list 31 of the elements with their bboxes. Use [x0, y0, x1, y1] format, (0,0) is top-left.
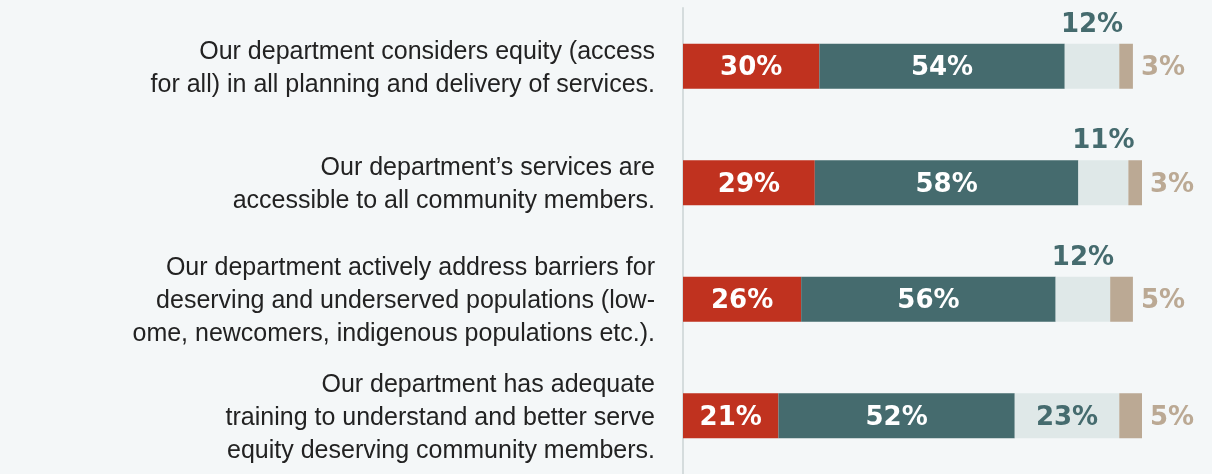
data-label: 52% [865, 400, 928, 431]
bar [801, 276, 1056, 322]
data-label: 58% [915, 167, 978, 198]
y-tick-label: Our department has adequate training to understand and better serve equity deserving community members. [225, 368, 655, 463]
data-label: 12% [1051, 240, 1115, 271]
bar [1110, 276, 1133, 322]
data-label: 5% [1150, 400, 1195, 431]
data-label: 11% [1072, 124, 1135, 155]
bar [819, 43, 1065, 89]
bar [1078, 160, 1129, 206]
bar [1055, 276, 1111, 322]
bar [1064, 43, 1120, 89]
bar [814, 160, 1079, 206]
bar [1119, 43, 1133, 89]
data-label: 5% [1140, 284, 1186, 315]
y-tick-label: Our department considers equity (access for all) in all planning and delivery of services. [150, 35, 655, 97]
bar [1119, 393, 1142, 439]
data-label: 3% [1150, 167, 1195, 198]
data-label: 30% [720, 51, 783, 82]
data-label: 23% [1035, 400, 1099, 431]
y-tick-label: Our department actively address barriers for deserving and underserved populations (low- ome, newcomers, indigenous populations etc.). [132, 252, 655, 347]
data-label: 56% [897, 284, 960, 315]
bar [778, 393, 1015, 439]
data-label: 12% [1060, 7, 1124, 38]
data-label: 54% [910, 51, 974, 82]
data-label: 26% [710, 284, 774, 315]
bar [1128, 160, 1142, 206]
data-label: 29% [717, 167, 781, 198]
data-label: 21% [699, 400, 762, 431]
data-label: 3% [1140, 51, 1186, 82]
y-tick-label: Our department’s services are accessible to all community members. [232, 152, 655, 214]
